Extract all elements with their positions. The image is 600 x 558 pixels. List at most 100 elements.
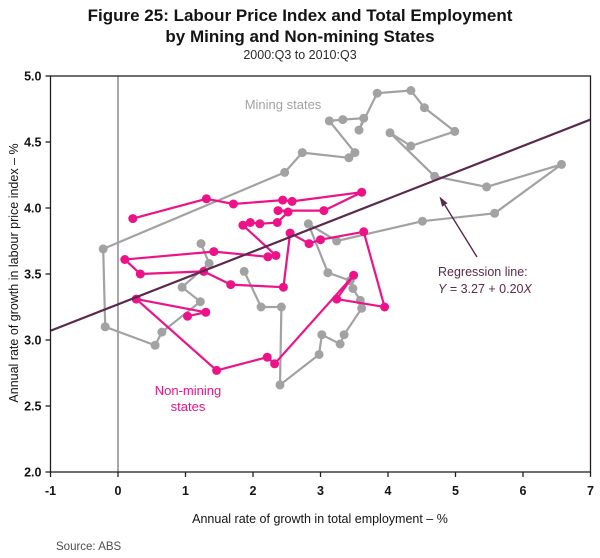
non-mining-series-point [278,195,288,205]
mining-series-point [406,141,416,151]
x-tick-label: 5 [452,484,459,498]
non-mining-series-point [359,227,369,237]
non-mining-series-point [262,352,272,362]
mining-series-point [280,167,290,177]
x-tick-label: 7 [587,484,594,498]
regression-label: Regression line: [438,265,528,279]
regression-eq-y: Y [438,282,447,296]
mining-series-point [204,258,214,268]
mining-series-point [303,219,313,229]
non-mining-series-point [120,255,130,264]
figure-title-line2: by Mining and Non-mining States [165,27,435,46]
non-mining-series-point [263,252,273,262]
y-tick-label: 4.0 [24,202,41,216]
regression-line [50,118,591,332]
y-tick-label: 4.5 [24,136,41,150]
mining-series-point [177,282,187,292]
non-mining-series-point [380,302,390,312]
non-mining-series-point [128,214,138,224]
mining-series-point [359,113,369,123]
mining-series-point [276,302,286,312]
non-mining-series-point [304,239,314,249]
y-tick-label: 3.0 [24,334,41,348]
x-tick-label: -1 [45,484,56,498]
non-mining-series-point [245,218,255,227]
non-mining-series-point [273,206,283,216]
non-mining-series-point [135,269,145,279]
mining-series-point [317,330,327,340]
mining-series-point [338,115,348,125]
mining-series-point [406,86,416,95]
mining-series-point [344,153,354,163]
y-tick-label: 3.5 [24,268,41,282]
figure-subtitle: 2000:Q3 to 2010:Q3 [243,48,357,62]
source-note: Source: ABS [56,541,122,553]
non-mining-series-point [201,307,211,317]
regression-arrowhead-icon [439,196,448,207]
mining-series-point [297,148,307,158]
regression-eq-mid: = 3.27 + 0.20 [446,282,524,296]
non-mining-series-label: Non-mining states [136,383,240,415]
non-mining-series-point [209,247,219,257]
mining-series-point [195,297,205,307]
mining-series-point [482,182,492,192]
non-mining-series-point [272,218,282,227]
regression-equation: Y = 3.27 + 0.20X [438,281,578,298]
mining-series-point [490,208,500,218]
non-mining-series-point [349,270,359,280]
mining-series-point [372,88,382,98]
x-tick-label: 2 [250,484,257,498]
mining-series-point [557,159,566,169]
non-mining-series-point [283,207,293,217]
mining-series-point [239,266,249,276]
non-mining-series-label-line1: Non-mining [154,383,222,398]
non-mining-series-point [183,311,192,321]
mining-series-point [354,125,364,135]
mining-series-point [196,239,206,249]
mining-series-point [450,126,460,136]
non-mining-series-point [270,359,280,369]
x-tick-label: 6 [520,484,527,498]
mining-series-point [357,303,367,313]
non-mining-series-point [212,365,222,375]
y-axis-title: Annual rate of growth in labour price in… [7,143,21,403]
y-tick-label: 2.0 [24,466,41,480]
mining-series-point [332,236,342,246]
non-mining-series-label-line2: states [170,399,206,414]
mining-series-point [350,148,360,158]
non-mining-series-point [319,206,329,216]
mining-series-point [157,327,167,337]
non-mining-series-path [123,191,386,372]
x-axis-title: Annual rate of growth in total employmen… [192,512,448,526]
non-mining-series-point [287,196,297,206]
mining-series-point [314,350,324,359]
non-mining-series-point [357,187,367,197]
x-tick-label: 3 [317,484,324,498]
mining-series-point [323,268,333,278]
mining-series-point [100,322,110,332]
mining-series-point [348,284,358,293]
regression-eq-x: X [523,282,532,296]
mining-series-point [417,216,427,226]
mining-series-label: Mining states [244,97,322,112]
y-tick-label: 5.0 [24,70,41,84]
x-tick-label: 0 [115,484,122,498]
mining-series-point [419,103,429,113]
mining-series-point [339,330,349,340]
mining-series-point [275,380,285,390]
mining-series-point [385,128,395,138]
regression-arrow-line [444,204,478,258]
non-mining-series-point [228,199,238,209]
non-mining-series-point [201,194,211,204]
mining-series-point [150,340,160,350]
y-tick-label: 2.5 [24,400,41,414]
mining-series-point [335,339,345,349]
non-mining-series-point [271,251,281,260]
figure-title-line1: Figure 25: Labour Price Index and Total … [87,6,513,25]
non-mining-series-point [316,235,325,245]
plot-area: -1 0 1 2 3 4 5 6 7 2.0 2.5 3.0 3.5 4.0 4.5 5.0 [24,70,594,499]
non-mining-series-point [332,294,342,304]
non-mining-series-point [255,219,265,229]
